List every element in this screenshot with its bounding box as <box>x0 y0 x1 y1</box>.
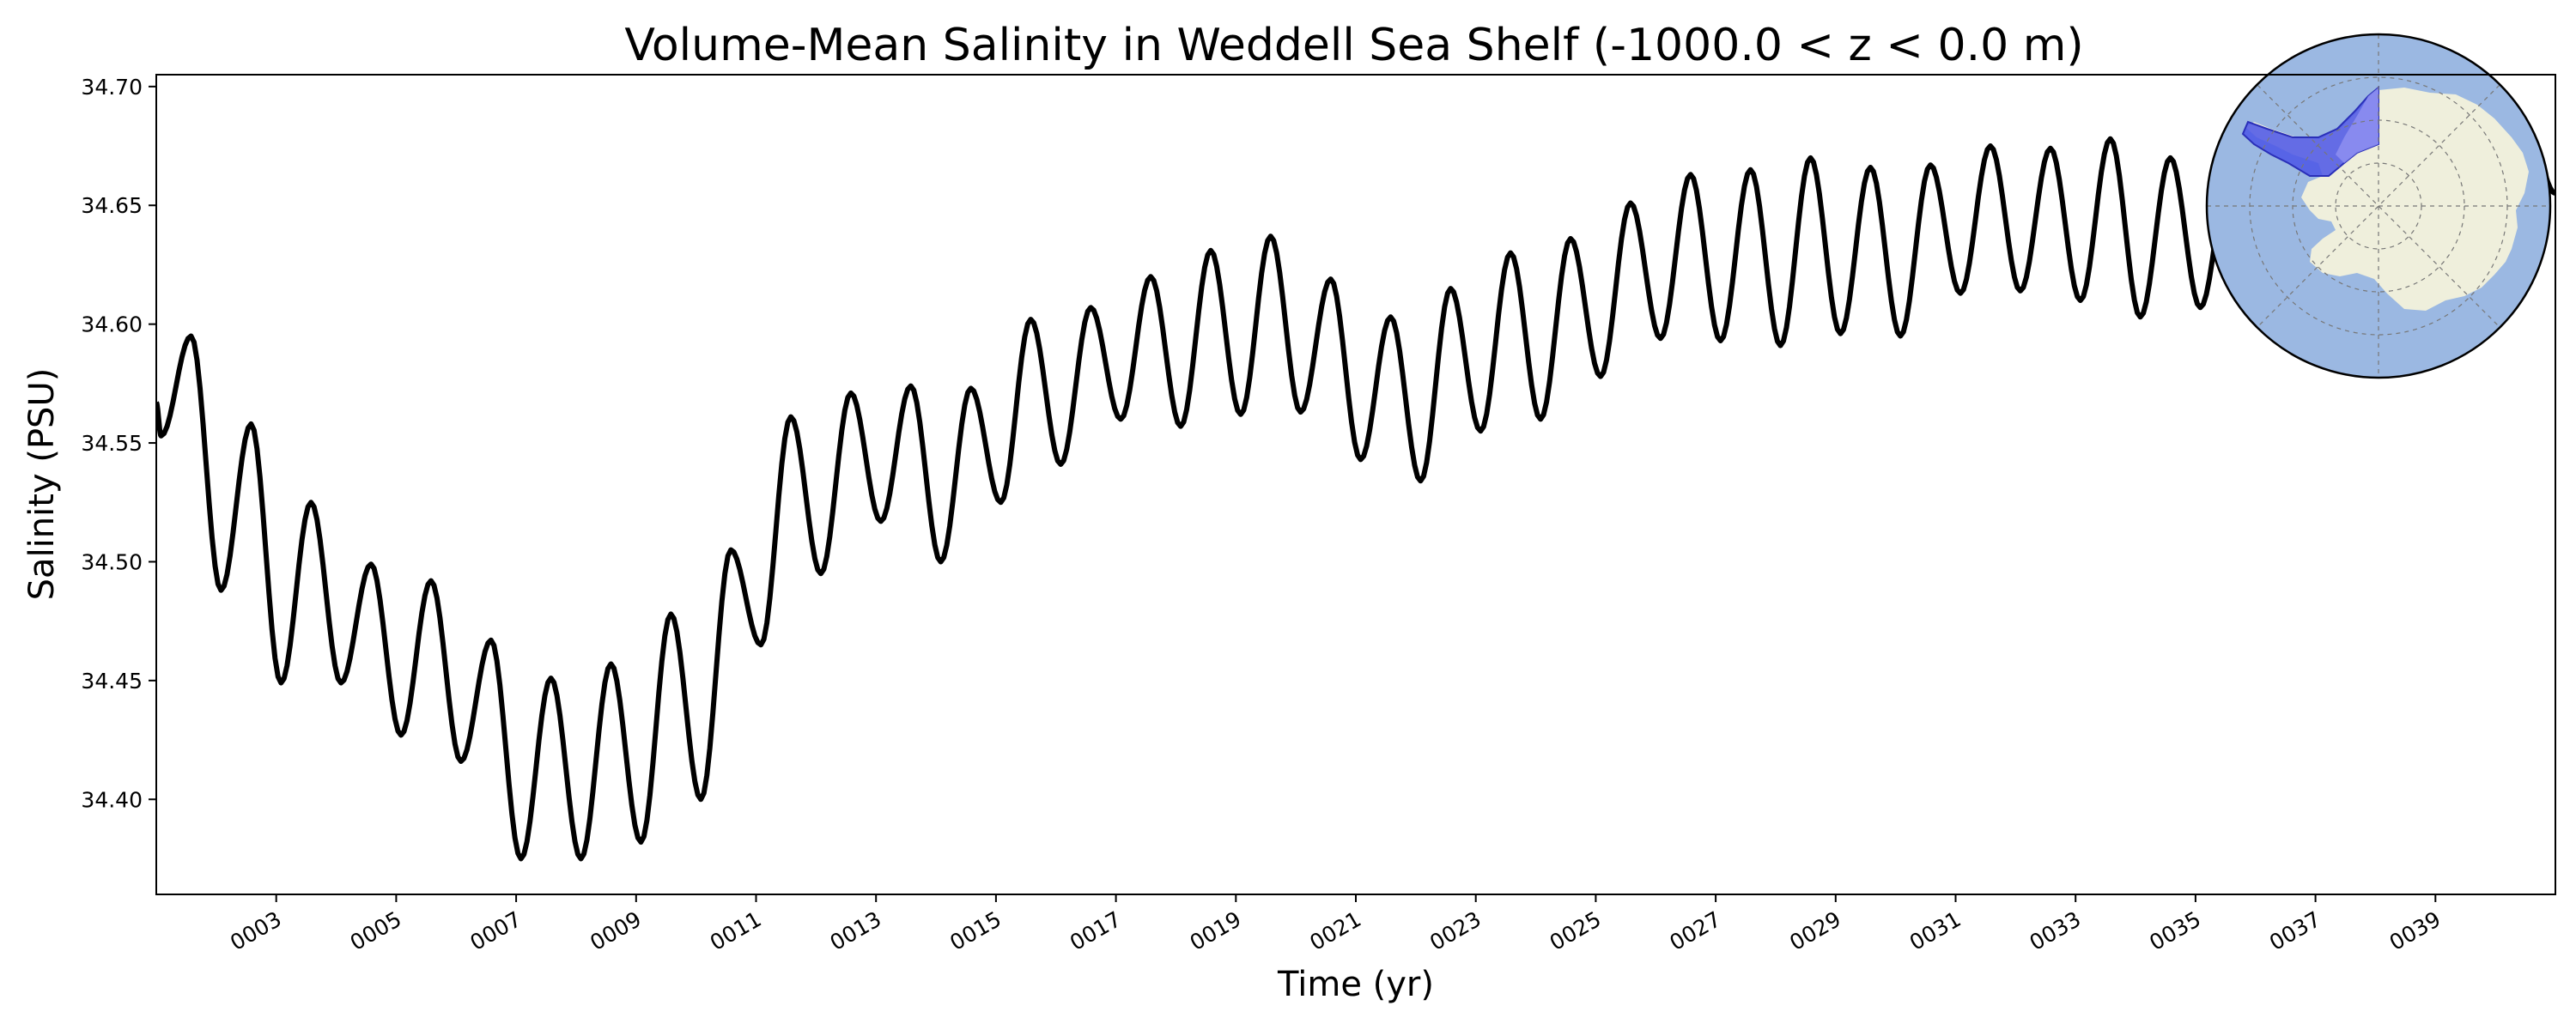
y-tick-label: 34.45 <box>81 669 143 694</box>
y-axis-ticks: 34.40 34.45 34.50 34.55 34.60 34.65 34.70 <box>81 75 156 812</box>
plot-area-frame <box>155 74 2556 895</box>
x-axis-ticks: 0003 0005 0007 0009 0011 0013 0015 0017 0019 0021… <box>226 894 2445 955</box>
inset-weddell-region-shelf <box>2336 88 2379 163</box>
x-tick-label: 0019 <box>1186 906 1246 955</box>
x-tick-label: 0017 <box>1066 906 1126 955</box>
x-tick-label: 0027 <box>1665 906 1725 955</box>
x-tick-label: 0011 <box>706 906 766 955</box>
x-tick-label: 0039 <box>2385 906 2445 955</box>
y-tick-label: 34.55 <box>81 431 143 456</box>
x-tick-label: 0005 <box>346 906 406 955</box>
y-axis-label: Salinity (PSU) <box>22 368 62 601</box>
x-tick-label: 0015 <box>945 906 1005 955</box>
x-axis-label: Time (yr) <box>1277 965 1434 1004</box>
salinity-series-line <box>156 136 2555 862</box>
x-tick-label: 0023 <box>1425 906 1485 955</box>
x-tick-label: 0003 <box>226 906 286 955</box>
chart-title: Volume-Mean Salinity in Weddell Sea Shel… <box>624 20 2083 71</box>
inset-polar-grid <box>2207 34 2550 378</box>
antarctic-inset-map <box>2205 33 2552 379</box>
inset-border <box>2205 33 2552 379</box>
y-tick-label: 34.70 <box>81 75 143 100</box>
x-tick-label: 0025 <box>1546 906 1606 955</box>
y-tick-label: 34.40 <box>81 787 143 812</box>
x-tick-label: 0021 <box>1305 906 1365 955</box>
y-tick-label: 34.50 <box>81 549 143 574</box>
x-tick-label: 0035 <box>2145 906 2205 955</box>
x-tick-label: 0033 <box>2026 906 2086 955</box>
x-tick-label: 0037 <box>2265 906 2325 955</box>
x-tick-label: 0031 <box>1905 906 1965 955</box>
x-tick-label: 0029 <box>1785 906 1845 955</box>
x-tick-label: 0013 <box>826 906 886 955</box>
x-tick-label: 0009 <box>586 906 646 955</box>
y-tick-label: 34.65 <box>81 193 143 218</box>
y-tick-label: 34.60 <box>81 312 143 337</box>
x-tick-label: 0007 <box>465 906 526 955</box>
